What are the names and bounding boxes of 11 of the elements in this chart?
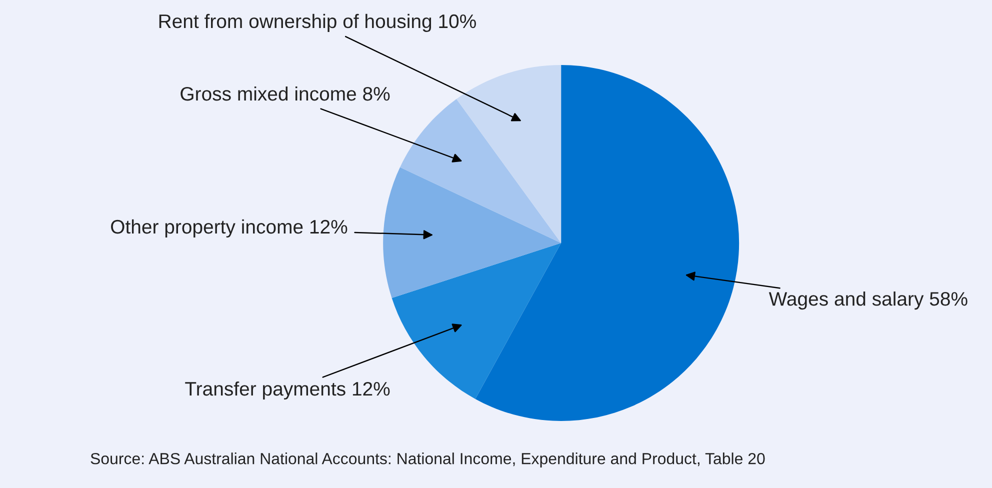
- pie-slice: [400, 98, 562, 243]
- slice-label: Wages and salary 58%: [768, 291, 968, 310]
- source-note: Source: ABS Australian National Accounts: National Income, Expenditure and Product, Table 20: [90, 452, 765, 468]
- pie-slice: [383, 167, 562, 298]
- pie-slice: [456, 65, 562, 243]
- slice-label: Rent from ownership of housing 10%: [159, 14, 476, 32]
- slice-label: Gross mixed income 8%: [180, 86, 390, 101]
- slice-label: Other property income 12%: [111, 219, 348, 238]
- slice-label: Transfer payments 12%: [185, 381, 390, 400]
- pie-slice: [475, 65, 740, 421]
- pie-slice: [392, 243, 562, 399]
